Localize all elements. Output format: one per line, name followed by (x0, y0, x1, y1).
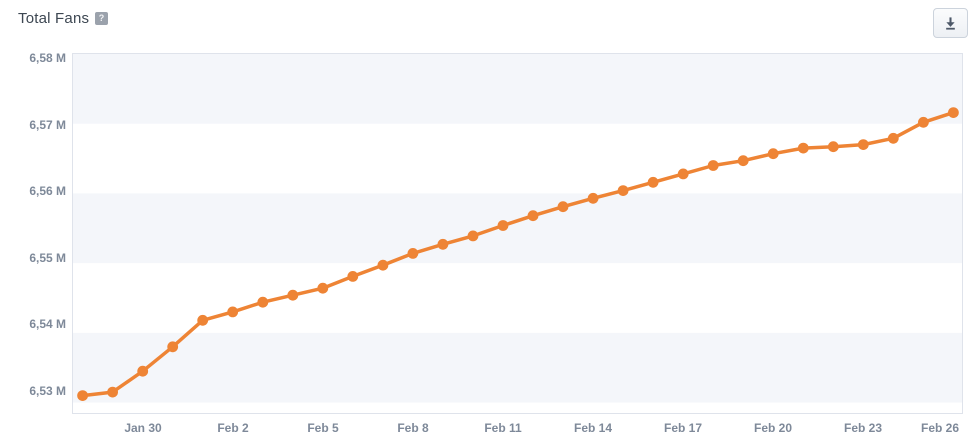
plot-border (72, 53, 963, 414)
data-point[interactable] (527, 210, 539, 222)
data-point[interactable] (767, 148, 779, 160)
data-point[interactable] (467, 230, 479, 242)
data-point[interactable] (857, 139, 869, 151)
data-point[interactable] (797, 142, 809, 154)
help-icon[interactable]: ? (95, 12, 108, 25)
x-axis-label: Feb 23 (843, 421, 882, 435)
grid-band (72, 332, 963, 403)
data-point[interactable] (317, 282, 329, 294)
data-point[interactable] (707, 160, 719, 171)
data-point[interactable] (347, 271, 359, 282)
x-axis-label: Feb 17 (663, 421, 702, 435)
data-point[interactable] (887, 132, 899, 144)
data-point[interactable] (407, 248, 419, 259)
data-point[interactable] (557, 201, 569, 213)
x-axis-label: Feb 2 (217, 421, 249, 435)
data-point[interactable] (617, 185, 629, 197)
x-axis-label: Feb 11 (484, 421, 522, 435)
data-point[interactable] (647, 176, 659, 188)
data-point[interactable] (827, 141, 839, 153)
grid-band (72, 54, 963, 124)
data-point[interactable] (437, 238, 449, 250)
data-point[interactable] (137, 365, 149, 377)
x-axis-label: Feb 26 (920, 421, 959, 435)
data-point[interactable] (497, 220, 509, 231)
widget-header: Total Fans ? (0, 0, 976, 46)
x-axis-label: Feb 20 (753, 421, 792, 435)
x-axis-label: Feb 14 (573, 421, 612, 435)
y-axis-label: 6,58 M (29, 51, 66, 65)
data-point[interactable] (257, 296, 269, 308)
y-axis-label: 6,56 M (29, 184, 66, 198)
x-axis-label: Feb 5 (307, 421, 339, 435)
y-axis-label: 6,53 M (29, 384, 66, 398)
download-button[interactable] (933, 8, 968, 38)
data-point[interactable] (197, 314, 209, 326)
data-point[interactable] (77, 390, 88, 401)
data-point[interactable] (918, 116, 929, 128)
data-point[interactable] (948, 107, 959, 118)
data-point[interactable] (167, 341, 179, 353)
download-icon (946, 16, 955, 30)
data-point[interactable] (677, 168, 689, 180)
x-axis-label: Feb 8 (397, 421, 429, 435)
data-point[interactable] (587, 192, 599, 204)
y-axis-label: 6,57 M (29, 118, 66, 132)
grid-band (72, 193, 963, 264)
data-point[interactable] (107, 386, 118, 398)
x-axis-label: Jan 30 (124, 421, 162, 435)
widget-title: Total Fans (18, 10, 90, 27)
data-point[interactable] (287, 289, 299, 301)
data-point[interactable] (377, 259, 389, 271)
y-axis-label: 6,55 M (29, 251, 66, 265)
y-axis-label: 6,54 M (29, 317, 66, 331)
data-point[interactable] (227, 306, 239, 318)
data-point[interactable] (737, 155, 749, 167)
